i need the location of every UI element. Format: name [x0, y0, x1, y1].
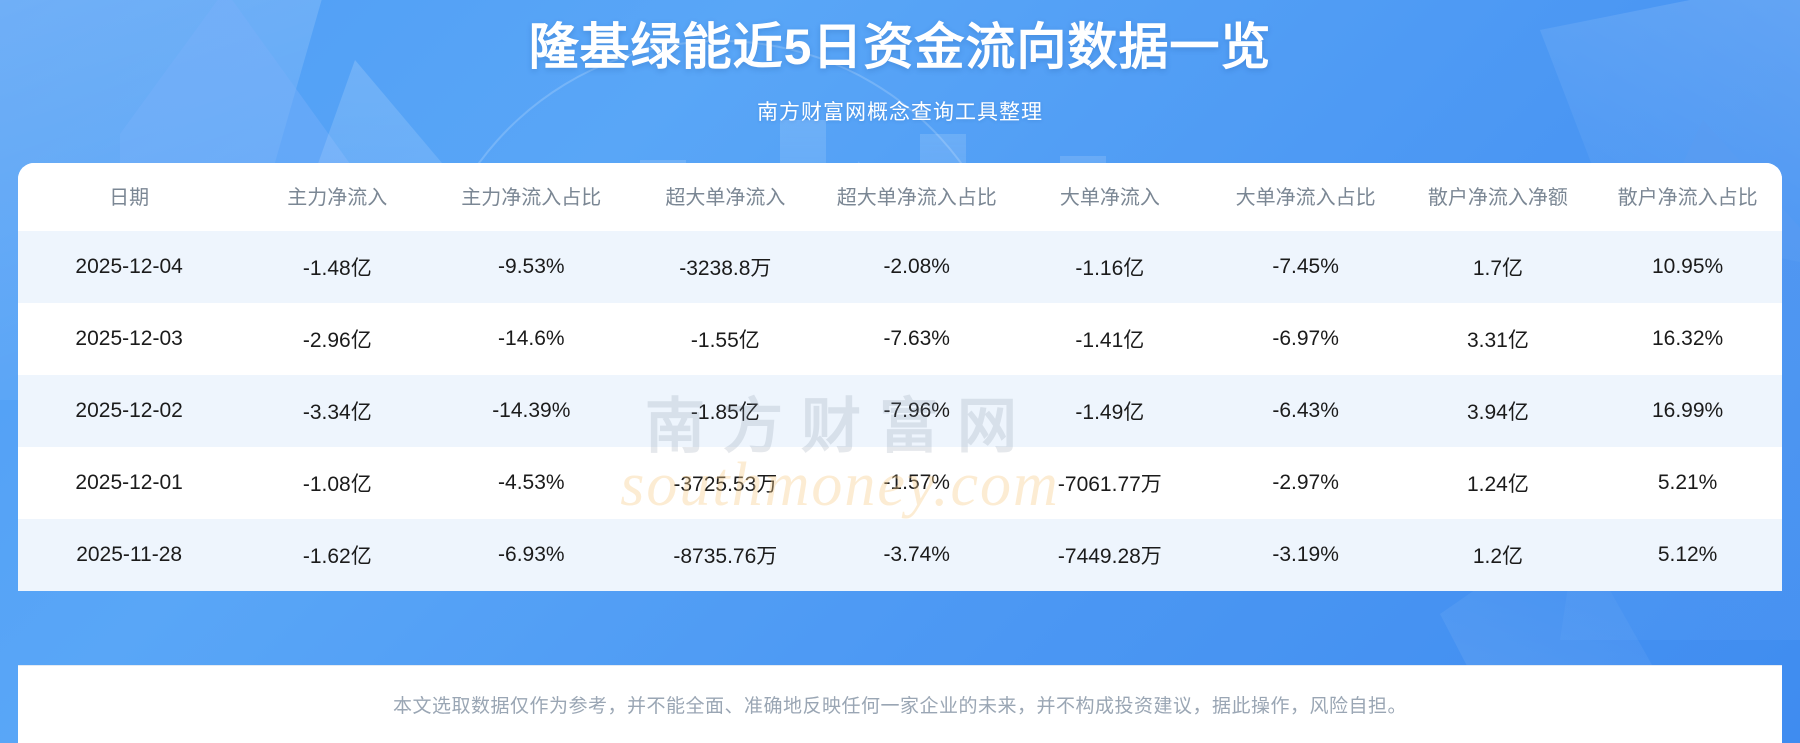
table-header-row: 日期 主力净流入 主力净流入占比 超大单净流入 超大单净流入占比 大单净流入 大…: [18, 163, 1782, 232]
cell-lg-pct: -6.97%: [1208, 303, 1403, 376]
cell-main-net: -1.08亿: [240, 447, 435, 520]
column-header-lg-pct: 大单净流入占比: [1208, 163, 1403, 232]
cell-date: 2025-12-04: [18, 231, 241, 304]
cell-lg-net: -1.49亿: [1011, 375, 1209, 448]
footer-bar: 本文选取数据仅作为参考，并不能全面、准确地反映任何一家企业的未来，并不构成投资建…: [18, 665, 1782, 743]
cell-date: 2025-12-02: [18, 375, 241, 448]
table-body: 2025-12-04 -1.48亿 -9.53% -3238.8万 -2.08%…: [18, 231, 1782, 592]
cell-main-net: -1.48亿: [240, 231, 435, 304]
cell-date: 2025-12-01: [18, 447, 241, 520]
cell-main-pct: -14.39%: [434, 375, 629, 448]
cell-retail-net: 3.31亿: [1402, 303, 1594, 376]
cell-xl-net: -3725.53万: [628, 447, 823, 520]
cell-xl-pct: -3.74%: [822, 519, 1012, 592]
cell-retail-net: 1.7亿: [1402, 231, 1594, 304]
cell-retail-net: 1.2亿: [1402, 519, 1594, 592]
cell-lg-pct: -7.45%: [1208, 231, 1403, 304]
column-header-lg-net: 大单净流入: [1011, 163, 1209, 232]
column-header-main-pct: 主力净流入占比: [434, 163, 629, 232]
cell-main-pct: -14.6%: [434, 303, 629, 376]
column-header-xl-net: 超大单净流入: [628, 163, 823, 232]
cell-main-pct: -9.53%: [434, 231, 629, 304]
cell-xl-pct: -7.96%: [822, 375, 1012, 448]
cell-xl-net: -8735.76万: [628, 519, 823, 592]
cell-xl-net: -3238.8万: [628, 231, 823, 304]
cell-main-net: -1.62亿: [240, 519, 435, 592]
column-header-xl-pct: 超大单净流入占比: [822, 163, 1012, 232]
page-header: 隆基绿能近5日资金流向数据一览 南方财富网概念查询工具整理: [0, 0, 1800, 126]
table-row: 2025-12-01 -1.08亿 -4.53% -3725.53万 -1.57…: [18, 447, 1782, 520]
cell-xl-net: -1.85亿: [628, 375, 823, 448]
cell-lg-net: -7061.77万: [1011, 447, 1209, 520]
cell-lg-pct: -2.97%: [1208, 447, 1403, 520]
cell-retail-net: 1.24亿: [1402, 447, 1594, 520]
cell-date: 2025-11-28: [18, 519, 241, 592]
cell-lg-net: -1.41亿: [1011, 303, 1209, 376]
cell-main-pct: -4.53%: [434, 447, 629, 520]
cell-main-net: -2.96亿: [240, 303, 435, 376]
table-header: 日期 主力净流入 主力净流入占比 超大单净流入 超大单净流入占比 大单净流入 大…: [18, 163, 1782, 232]
column-header-main-net: 主力净流入: [240, 163, 435, 232]
cell-main-pct: -6.93%: [434, 519, 629, 592]
page-title: 隆基绿能近5日资金流向数据一览: [528, 19, 1272, 75]
column-header-date: 日期: [18, 163, 241, 232]
column-header-retail-pct: 散户净流入占比: [1593, 163, 1782, 232]
cell-lg-pct: -3.19%: [1208, 519, 1403, 592]
cell-xl-pct: -1.57%: [822, 447, 1012, 520]
cell-xl-pct: -2.08%: [822, 231, 1012, 304]
cell-retail-pct: 10.95%: [1593, 231, 1782, 304]
table-row: 2025-12-03 -2.96亿 -14.6% -1.55亿 -7.63% -…: [18, 303, 1782, 376]
column-header-retail-net: 散户净流入净额: [1402, 163, 1594, 232]
cell-retail-pct: 5.21%: [1593, 447, 1782, 520]
table-row: 2025-12-02 -3.34亿 -14.39% -1.85亿 -7.96% …: [18, 375, 1782, 448]
cell-main-net: -3.34亿: [240, 375, 435, 448]
cell-retail-pct: 16.99%: [1593, 375, 1782, 448]
table-row: 2025-12-04 -1.48亿 -9.53% -3238.8万 -2.08%…: [18, 231, 1782, 304]
fund-flow-table: 日期 主力净流入 主力净流入占比 超大单净流入 超大单净流入占比 大单净流入 大…: [18, 163, 1782, 592]
cell-lg-pct: -6.43%: [1208, 375, 1403, 448]
disclaimer-text: 本文选取数据仅作为参考，并不能全面、准确地反映任何一家企业的未来，并不构成投资建…: [392, 696, 1407, 717]
data-table-card: 日期 主力净流入 主力净流入占比 超大单净流入 超大单净流入占比 大单净流入 大…: [18, 163, 1782, 592]
cell-retail-net: 3.94亿: [1402, 375, 1594, 448]
cell-xl-pct: -7.63%: [822, 303, 1012, 376]
cell-retail-pct: 16.32%: [1593, 303, 1782, 376]
table-row: 2025-11-28 -1.62亿 -6.93% -8735.76万 -3.74…: [18, 519, 1782, 592]
cell-xl-net: -1.55亿: [628, 303, 823, 376]
cell-lg-net: -1.16亿: [1011, 231, 1209, 304]
cell-retail-pct: 5.12%: [1593, 519, 1782, 592]
cell-date: 2025-12-03: [18, 303, 241, 376]
page-subtitle: 南方财富网概念查询工具整理: [757, 100, 1043, 124]
cell-lg-net: -7449.28万: [1011, 519, 1209, 592]
